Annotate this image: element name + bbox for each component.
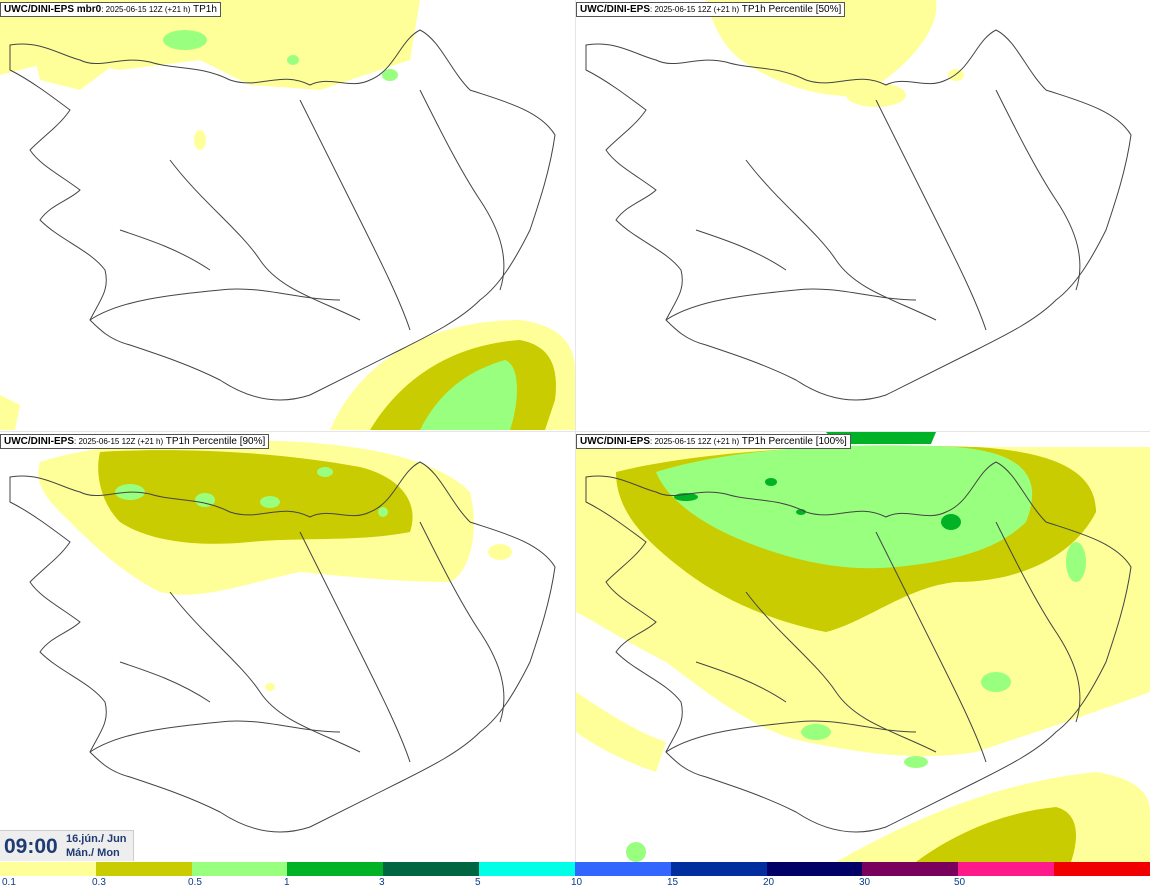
colorbar-swatch <box>670 862 767 876</box>
colorbar-tick-label: 30 <box>859 877 871 888</box>
panel-title: UWC/DINI-EPS: 2025-06-15 12Z (+21 h) TP1… <box>576 434 851 449</box>
precip-colorbar <box>0 862 1150 876</box>
precip-map-p100 <box>576 432 1150 862</box>
colorbar-swatch <box>1054 862 1150 876</box>
colorbar-swatch <box>862 862 959 876</box>
map-panel-p100: UWC/DINI-EPS: 2025-06-15 12Z (+21 h) TP1… <box>576 432 1150 862</box>
panel-title: UWC/DINI-EPS: 2025-06-15 12Z (+21 h) TP1… <box>0 434 270 449</box>
precip-area <box>38 440 512 691</box>
colorbar-swatch <box>95 862 192 876</box>
colorbar-tick-label: 20 <box>763 877 775 888</box>
iceland-coastline <box>9 461 556 833</box>
precip-map-p90 <box>9 440 556 833</box>
colorbar-swatch <box>479 862 575 876</box>
colorbar-tick-label: 0.5 <box>188 877 202 888</box>
colorbar-swatch <box>0 862 96 876</box>
colorbar-swatch <box>191 862 288 876</box>
colorbar-tick-label: 50 <box>954 877 966 888</box>
map-panel-p90: UWC/DINI-EPS: 2025-06-15 12Z (+21 h) TP1… <box>0 432 575 862</box>
colorbar-tick-label: 0.3 <box>92 877 106 888</box>
panel-title: UWC/DINI-EPS: 2025-06-15 12Z (+21 h) TP1… <box>576 2 846 17</box>
colorbar-swatch <box>574 862 671 876</box>
colorbar-tick-label: 0.1 <box>2 877 16 888</box>
valid-date: 16.jún./ Jun <box>66 833 127 845</box>
precip-area <box>576 432 1150 862</box>
colorbar-tick-label: 3 <box>379 877 385 888</box>
valid-weekday: Mán./ Mon <box>66 847 120 859</box>
colorbar-tick-label: 1 <box>284 877 290 888</box>
iceland-coastline <box>9 29 556 401</box>
precip-map-p50 <box>585 0 1132 401</box>
colorbar-swatch <box>958 862 1055 876</box>
horizontal-divider <box>0 431 1150 432</box>
map-panel-p50: UWC/DINI-EPS: 2025-06-15 12Z (+21 h) TP1… <box>576 0 1150 430</box>
colorbar-labels: 0.1 0.3 0.5 1 3 5 10 15 20 30 50 <box>0 877 1150 891</box>
colorbar-tick-label: 15 <box>667 877 679 888</box>
iceland-coastline <box>585 29 1132 401</box>
precip-area <box>706 0 964 107</box>
colorbar-swatch <box>287 862 384 876</box>
precip-map-mbr0 <box>0 0 575 430</box>
colorbar-tick-label: 5 <box>475 877 481 888</box>
panel-title: UWC/DINI-EPS mbr0: 2025-06-15 12Z (+21 h… <box>0 2 221 17</box>
precip-area <box>0 0 575 430</box>
valid-time-box: 09:00 16.jún./ Jun Mán./ Mon <box>0 830 134 861</box>
map-panel-mbr0: UWC/DINI-EPS mbr0: 2025-06-15 12Z (+21 h… <box>0 0 575 430</box>
iceland-coastline <box>585 461 1132 833</box>
valid-time: 09:00 <box>4 835 58 858</box>
colorbar-tick-label: 10 <box>571 877 583 888</box>
colorbar-swatch <box>383 862 480 876</box>
colorbar-swatch <box>766 862 863 876</box>
